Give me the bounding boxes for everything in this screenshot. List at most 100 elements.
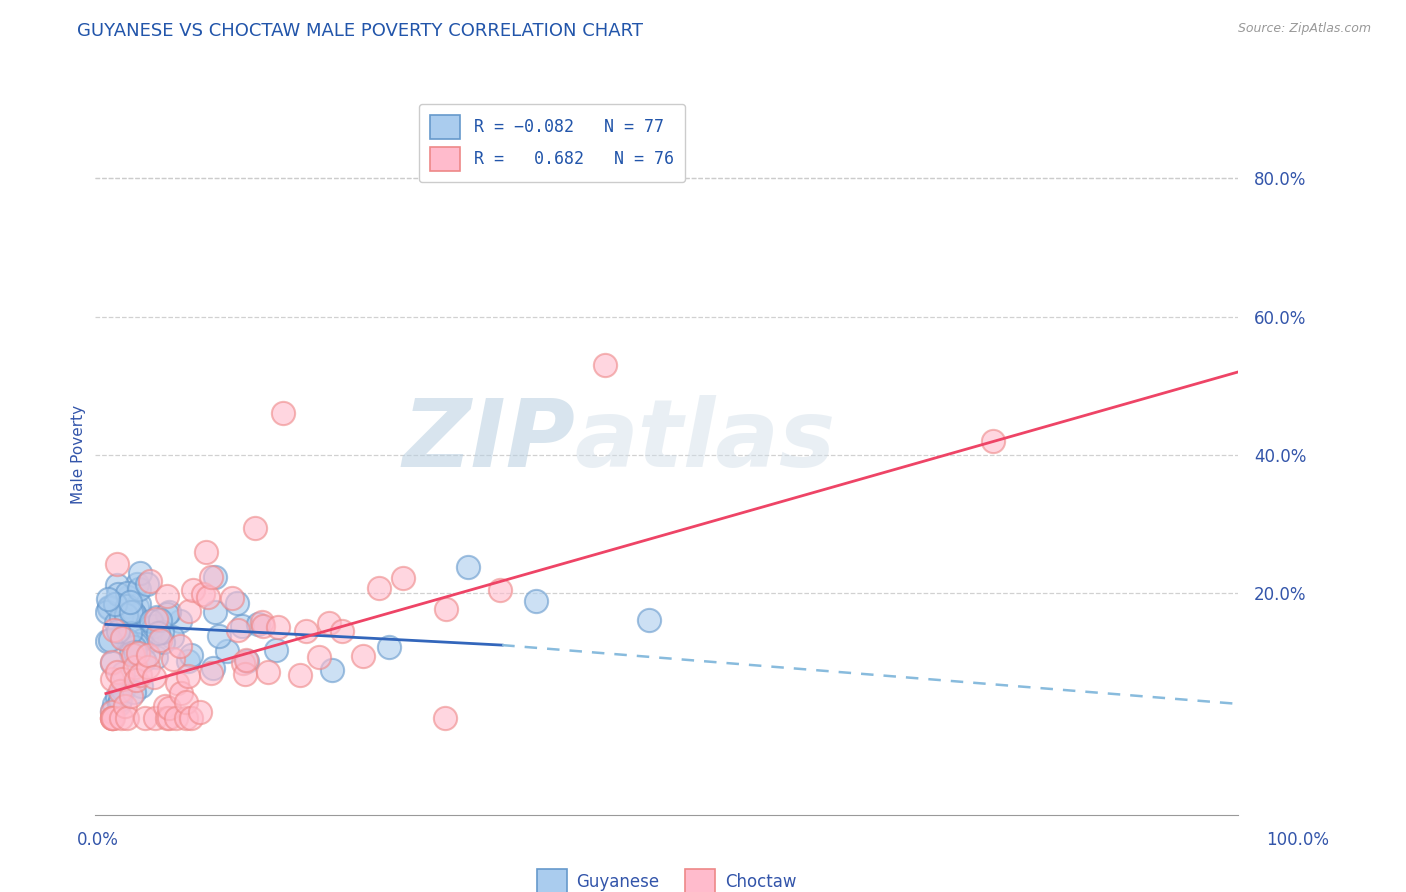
Point — [157, 605, 180, 619]
Point — [101, 711, 124, 725]
Point — [134, 653, 156, 667]
Point — [264, 643, 287, 657]
Point — [176, 668, 198, 682]
Point — [101, 656, 124, 670]
Point — [127, 576, 149, 591]
Point — [243, 521, 266, 535]
Point — [96, 634, 118, 648]
Point — [141, 614, 163, 628]
Point — [378, 640, 401, 655]
Point — [174, 711, 197, 725]
Point — [288, 668, 311, 682]
Point — [221, 591, 243, 605]
Point — [100, 704, 122, 718]
Point — [233, 666, 256, 681]
Point — [128, 668, 150, 682]
Point — [108, 684, 131, 698]
Point — [352, 649, 374, 664]
Point — [180, 711, 202, 725]
Point — [128, 582, 150, 596]
Text: ZIP: ZIP — [402, 394, 575, 486]
Point — [231, 618, 253, 632]
Point — [124, 645, 146, 659]
Point — [202, 660, 225, 674]
Point — [271, 406, 294, 420]
Point — [115, 599, 138, 614]
Point — [153, 698, 176, 713]
Point — [107, 624, 129, 639]
Point — [111, 665, 134, 680]
Point — [145, 612, 167, 626]
Point — [114, 699, 136, 714]
Point — [181, 583, 204, 598]
Point — [156, 589, 179, 603]
Point — [256, 665, 278, 679]
Point — [180, 648, 202, 662]
Point — [143, 711, 166, 725]
Point — [246, 616, 269, 631]
Point — [103, 711, 125, 725]
Point — [110, 628, 132, 642]
Point — [434, 711, 457, 725]
Point — [174, 695, 197, 709]
Point — [169, 640, 191, 654]
Point — [149, 632, 172, 647]
Text: 100.0%: 100.0% — [1265, 831, 1329, 849]
Point — [267, 620, 290, 634]
Point — [108, 697, 131, 711]
Point — [200, 570, 222, 584]
Point — [120, 646, 142, 660]
Point — [122, 622, 145, 636]
Point — [188, 705, 211, 719]
Point — [124, 608, 146, 623]
Point — [124, 685, 146, 699]
Point — [105, 665, 128, 679]
Point — [165, 711, 187, 725]
Point — [983, 434, 1005, 448]
Point — [228, 624, 250, 638]
Point — [100, 711, 122, 725]
Point — [131, 633, 153, 648]
Point — [226, 597, 249, 611]
Point — [157, 711, 180, 725]
Point — [157, 701, 180, 715]
Point — [136, 659, 159, 673]
Point — [115, 586, 138, 600]
Point — [146, 625, 169, 640]
Point — [252, 615, 274, 629]
Point — [138, 574, 160, 588]
Point — [170, 686, 193, 700]
Point — [149, 614, 172, 628]
Point — [114, 607, 136, 622]
Point — [367, 582, 389, 596]
Point — [103, 697, 125, 711]
Point — [120, 605, 142, 619]
Point — [197, 590, 219, 604]
Point — [104, 597, 127, 611]
Point — [524, 594, 547, 608]
Point — [162, 652, 184, 666]
Point — [208, 628, 231, 642]
Point — [179, 604, 201, 618]
Point — [330, 624, 353, 639]
Point — [97, 591, 120, 606]
Point — [295, 624, 318, 639]
Point — [134, 711, 156, 725]
Point — [321, 664, 343, 678]
Point — [110, 711, 132, 725]
Point — [489, 582, 512, 597]
Text: Source: ZipAtlas.com: Source: ZipAtlas.com — [1237, 22, 1371, 36]
Point — [96, 605, 118, 619]
Text: atlas: atlas — [575, 394, 837, 486]
Text: GUYANESE VS CHOCTAW MALE POVERTY CORRELATION CHART: GUYANESE VS CHOCTAW MALE POVERTY CORRELA… — [77, 22, 644, 40]
Point — [135, 577, 157, 591]
Point — [98, 600, 121, 615]
Point — [111, 631, 134, 645]
Point — [110, 610, 132, 624]
Point — [160, 630, 183, 644]
Point — [111, 683, 134, 698]
Point — [191, 586, 214, 600]
Point — [593, 358, 616, 372]
Point — [143, 619, 166, 633]
Point — [122, 606, 145, 620]
